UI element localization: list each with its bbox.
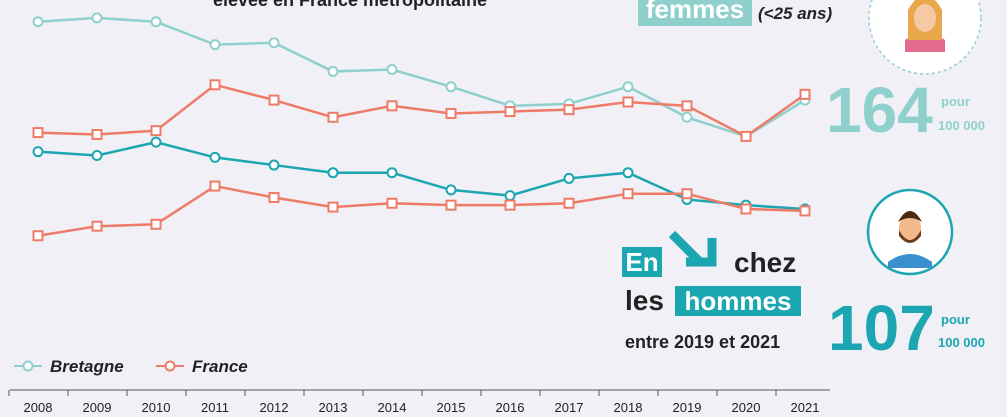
- x-tick-label: 2013: [319, 400, 348, 415]
- point: [32, 127, 44, 139]
- x-tick-label: 2015: [437, 400, 466, 415]
- point: [327, 167, 339, 179]
- annotation-text: chez: [734, 247, 796, 278]
- x-tick-label: 2008: [24, 400, 53, 415]
- avatar-woman: [868, 0, 982, 75]
- point: [209, 151, 221, 163]
- annotation-text: (<25 ans): [758, 4, 833, 23]
- point: [150, 136, 162, 148]
- point: [32, 146, 44, 158]
- big-number: 107: [828, 292, 935, 364]
- x-tick-label: 2017: [555, 400, 584, 415]
- point: [327, 111, 339, 123]
- legend-marker: [22, 360, 34, 372]
- point: [740, 130, 752, 142]
- point: [445, 199, 457, 211]
- point: [327, 65, 339, 77]
- point: [622, 96, 634, 108]
- unit-text: pour: [941, 94, 970, 109]
- point: [504, 199, 516, 211]
- point: [445, 184, 457, 196]
- point: [32, 16, 44, 28]
- point: [150, 125, 162, 137]
- legend-label: Bretagne: [50, 357, 124, 376]
- point: [740, 203, 752, 215]
- point: [209, 79, 221, 91]
- point: [91, 150, 103, 161]
- point: [681, 111, 693, 123]
- x-tick-label: 2020: [732, 400, 761, 415]
- down-arrow: [668, 230, 717, 267]
- point: [504, 190, 516, 202]
- series-line: [37, 184, 806, 237]
- point: [799, 205, 811, 217]
- legend-label: France: [192, 357, 248, 376]
- point: [268, 192, 280, 204]
- unit-text: 100 000: [938, 335, 985, 350]
- point: [150, 16, 162, 28]
- point: [386, 100, 398, 112]
- x-tick-label: 2011: [201, 400, 229, 415]
- point: [386, 64, 398, 76]
- series-line: [37, 83, 806, 138]
- point: [91, 12, 103, 24]
- point: [504, 106, 516, 118]
- point: [563, 104, 575, 116]
- annotation-text: entre 2019 et 2021: [625, 332, 780, 352]
- highlight-box: [675, 286, 801, 316]
- point: [622, 81, 634, 93]
- annotation-text: En: [625, 247, 658, 277]
- x-tick-label: 2014: [378, 400, 407, 415]
- unit-text: 100 000: [938, 118, 985, 133]
- x-tick-label: 2021: [791, 400, 820, 415]
- point: [268, 37, 280, 49]
- x-tick-label: 2009: [83, 400, 112, 415]
- point: [268, 159, 280, 171]
- big-number: 164: [826, 74, 933, 146]
- point: [799, 88, 811, 100]
- legend-marker: [164, 360, 176, 372]
- highlight-box: [622, 247, 662, 277]
- point: [563, 197, 575, 209]
- x-tick-label: 2012: [260, 400, 289, 415]
- point: [268, 94, 280, 106]
- point: [681, 100, 693, 112]
- point: [445, 81, 457, 93]
- chart-title: élevée en France métropolitaine: [213, 0, 487, 10]
- point: [91, 128, 103, 140]
- point: [386, 197, 398, 209]
- annotation-text: femmes: [646, 0, 744, 24]
- annotation-text: les: [625, 285, 664, 316]
- point: [563, 172, 575, 184]
- point: [327, 201, 339, 213]
- highlight-box: [638, 0, 752, 26]
- point: [91, 220, 103, 232]
- series-line: [37, 140, 806, 211]
- point: [209, 180, 221, 192]
- avatar-man: [866, 188, 954, 276]
- x-tick-label: 2018: [614, 400, 643, 415]
- point: [681, 188, 693, 200]
- point: [622, 188, 634, 200]
- annotation-text: hommes: [685, 286, 792, 316]
- x-tick-label: 2019: [673, 400, 702, 415]
- point: [445, 107, 457, 119]
- x-tick-label: 2016: [496, 400, 525, 415]
- point: [386, 167, 398, 179]
- point: [32, 230, 44, 242]
- point: [209, 39, 221, 51]
- unit-text: pour: [941, 312, 970, 327]
- point: [150, 218, 162, 230]
- series-line: [37, 16, 806, 138]
- x-tick-label: 2010: [142, 400, 171, 415]
- point: [622, 167, 634, 179]
